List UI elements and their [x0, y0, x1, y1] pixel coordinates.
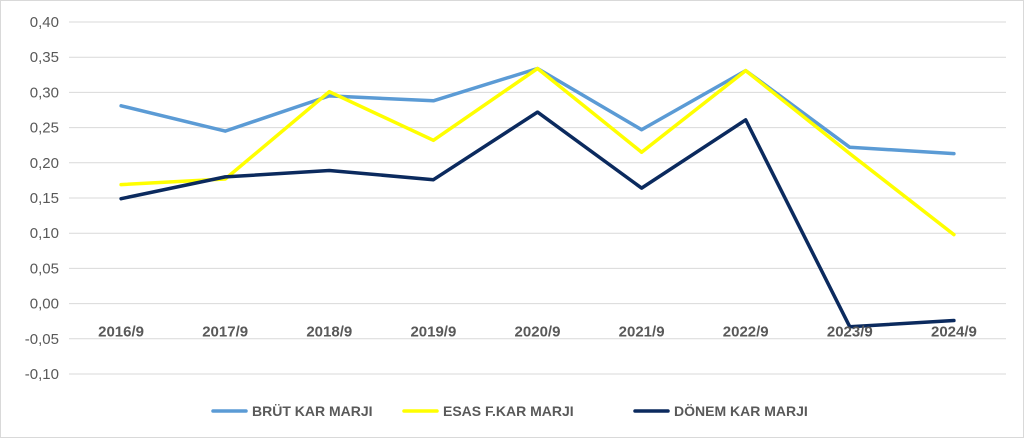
y-tick-label: -0,10	[25, 366, 59, 383]
data-point	[952, 318, 956, 322]
x-category-label: 2022/9	[723, 324, 769, 341]
y-tick-label: 0,10	[30, 225, 59, 242]
y-tick-label: 0,30	[30, 84, 59, 101]
data-point	[640, 186, 644, 190]
data-point	[223, 129, 227, 133]
data-point	[223, 175, 227, 179]
data-point	[744, 118, 748, 122]
data-point	[952, 152, 956, 156]
y-tick-label: 0,35	[30, 49, 59, 66]
x-category-label: 2020/9	[515, 324, 561, 341]
y-tick-label: 0,40	[30, 14, 59, 31]
legend-label: DÖNEM KAR MARJI	[674, 403, 808, 419]
x-category-label: 2024/9	[931, 324, 977, 341]
y-tick-label: 0,00	[30, 296, 59, 313]
data-point	[431, 99, 435, 103]
data-point	[536, 110, 539, 114]
data-point	[952, 233, 956, 237]
data-point	[119, 183, 123, 187]
data-point	[119, 104, 123, 108]
y-tick-label: 0,15	[30, 190, 59, 207]
series-lines	[119, 66, 956, 329]
data-point	[848, 152, 852, 156]
data-point	[119, 197, 123, 201]
x-category-label: 2018/9	[306, 324, 352, 341]
legend-label: BRÜT KAR MARJI	[252, 403, 373, 419]
y-tick-label: 0,05	[30, 260, 59, 277]
gridlines	[69, 21, 1006, 375]
legend: BRÜT KAR MARJI ESAS F.KAR MARJI DÖNEM KAR …	[211, 403, 808, 419]
data-point	[327, 169, 331, 173]
x-category-label: 2019/9	[410, 324, 456, 341]
legend-label: ESAS F.KAR MARJI	[443, 403, 574, 419]
data-point	[327, 94, 331, 98]
y-tick-label: -0,05	[25, 331, 59, 348]
y-tick-label: 0,20	[30, 155, 59, 172]
series-line	[119, 110, 956, 329]
x-category-label: 2017/9	[202, 324, 248, 341]
x-category-label: 2016/9	[98, 324, 144, 341]
data-point	[640, 128, 644, 132]
data-point	[848, 145, 852, 149]
x-category-label: 2023/9	[827, 324, 873, 341]
data-point	[327, 90, 331, 94]
data-point	[431, 178, 435, 182]
y-tick-label: 0,25	[30, 120, 59, 137]
y-axis-ticks: 0,40 0,35 0,30 0,25 0,20 0,15 0,10 0,05 0,00 -0,0…	[25, 14, 59, 383]
data-point	[640, 150, 644, 154]
series-line	[119, 66, 956, 237]
x-category-label: 2021/9	[619, 324, 665, 341]
data-point	[431, 138, 435, 142]
data-point	[536, 66, 539, 70]
x-axis-categories: 2016/9 2017/9 2018/9 2019/9 2020/9 2021/9 2022…	[98, 324, 977, 341]
data-point	[744, 69, 748, 73]
data-point	[848, 325, 852, 329]
